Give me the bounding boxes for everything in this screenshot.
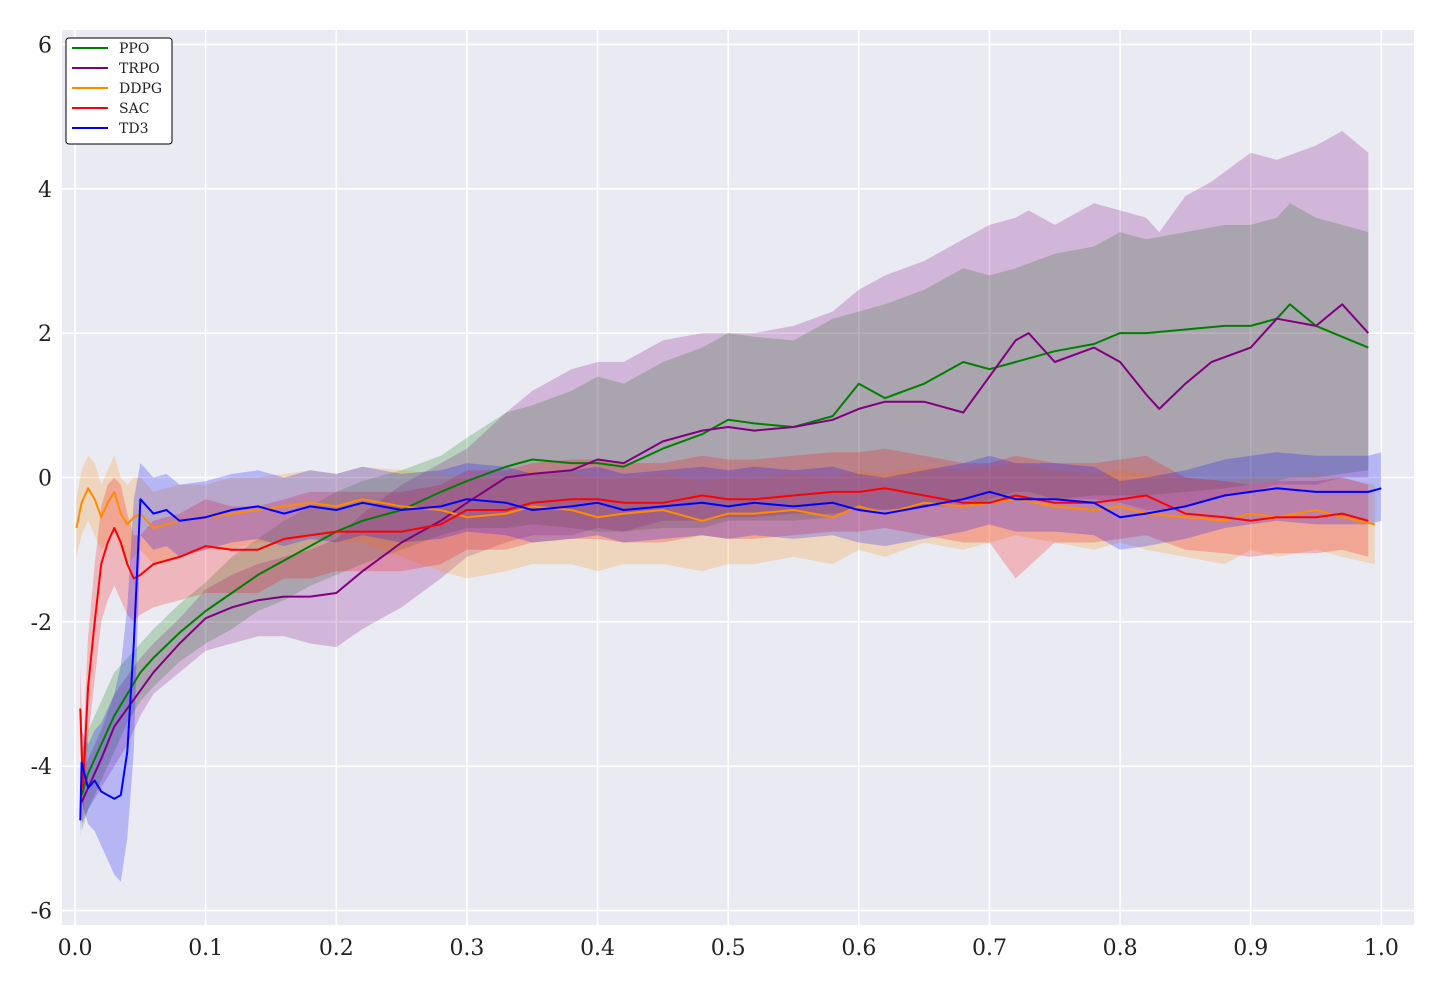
x-tick-label: 0.1 (188, 936, 223, 961)
y-tick-label: 6 (38, 33, 52, 58)
series-lines (75, 303, 1382, 821)
x-tick-label: 0.4 (580, 936, 615, 961)
x-axis-ticks: 0.0 0.1 0.2 0.3 0.4 0.5 0.6 0.7 0.8 0.9 1.0 (58, 936, 1399, 961)
trpo-confidence-band (81, 131, 1369, 824)
trpo-series-line (80, 303, 1370, 803)
y-tick-label: -6 (31, 900, 52, 925)
y-tick-label: -4 (31, 755, 52, 780)
y-tick-label: 4 (38, 178, 52, 203)
x-tick-label: 1.0 (1364, 936, 1399, 961)
ddpg-series-line (75, 487, 1376, 529)
ppo-confidence-band (81, 203, 1369, 832)
ddpg-confidence-band (76, 455, 1375, 579)
ppo-legend-label: PPO (119, 41, 149, 57)
td3-series-line (79, 487, 1382, 821)
y-axis-ticks: -6 -4 -2 0 2 4 6 (31, 33, 52, 924)
legend: PPO TRPO DDPG SAC TD3 (65, 37, 173, 145)
y-tick-label: -2 (31, 611, 52, 636)
trpo-legend-label: TRPO (119, 61, 160, 77)
td3-confidence-band (80, 452, 1382, 882)
x-tick-label: 0.0 (58, 936, 93, 961)
sac-legend-label: SAC (119, 101, 149, 117)
x-tick-label: 0.7 (972, 936, 1007, 961)
td3-legend-label: TD3 (119, 121, 148, 137)
y-tick-label: 0 (38, 467, 52, 492)
x-tick-label: 0.6 (841, 936, 876, 961)
ppo-series-line (80, 303, 1369, 796)
x-tick-label: 0.2 (319, 936, 354, 961)
sac-series-line (79, 487, 1369, 789)
x-tick-label: 0.3 (449, 936, 484, 961)
legend-box (65, 37, 173, 145)
x-tick-label: 0.9 (1233, 936, 1268, 961)
y-tick-label: 2 (38, 322, 52, 347)
x-tick-label: 0.8 (1103, 936, 1138, 961)
x-tick-label: 0.5 (711, 936, 746, 961)
grid (62, 30, 1414, 925)
ddpg-legend-label: DDPG (119, 81, 162, 97)
